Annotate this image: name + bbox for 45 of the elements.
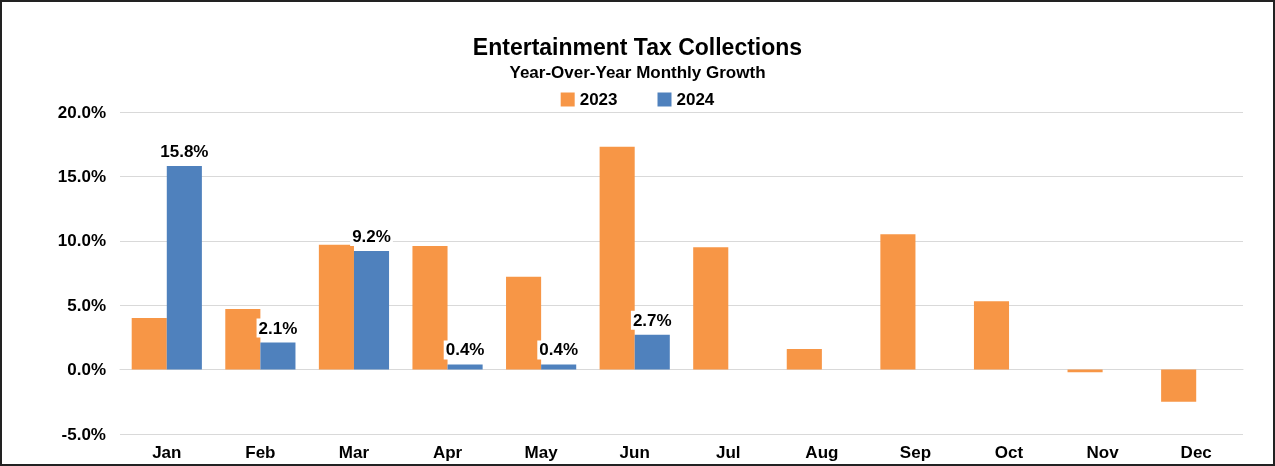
y-tick-label: 20.0%: [57, 102, 106, 122]
x-tick-label: Mar: [338, 443, 370, 462]
y-tick-label: 10.0%: [57, 231, 106, 251]
chart-title: Entertainment Tax Collections: [472, 33, 803, 60]
x-tick-label: Oct: [994, 443, 1024, 462]
bar: [131, 318, 167, 370]
legend-label: 2024: [676, 90, 715, 109]
data-label: 2.7%: [632, 310, 672, 330]
bar: [353, 251, 390, 370]
data-label: 2.1%: [258, 318, 298, 338]
bar: [880, 234, 916, 370]
y-tick-label: 0.0%: [67, 360, 106, 380]
chart-subtitle: Year-Over-Year Monthly Growth: [509, 63, 766, 82]
data-label: 9.2%: [352, 227, 391, 247]
x-tick-label: Jul: [716, 443, 741, 462]
bar: [506, 276, 542, 370]
x-tick-label: Feb: [245, 443, 276, 462]
x-tick-label: May: [524, 443, 559, 462]
x-tick-label: Apr: [432, 443, 463, 462]
x-tick-label: Jun: [619, 443, 650, 462]
bar: [973, 301, 1010, 370]
legend-label: 2023: [579, 90, 618, 109]
x-tick-label: Aug: [805, 443, 839, 462]
bar: [1161, 369, 1197, 402]
y-tick-label: 5.0%: [67, 295, 106, 315]
x-tick-label: Nov: [1086, 443, 1120, 462]
bar: [599, 146, 635, 370]
y-tick-label: -5.0%: [61, 424, 106, 444]
x-tick-label: Sep: [899, 443, 932, 462]
x-tick-label: Dec: [1180, 443, 1212, 462]
bar: [447, 364, 483, 370]
bar: [260, 342, 296, 370]
bar: [318, 244, 354, 370]
bar: [225, 309, 261, 370]
bar: [786, 348, 822, 370]
bar: [541, 364, 577, 370]
x-tick-label: Jan: [152, 443, 182, 462]
bar: [166, 166, 202, 370]
bar: [693, 247, 729, 370]
y-tick-label: 15.0%: [57, 166, 106, 186]
data-label: 0.4%: [445, 340, 485, 360]
data-label: 0.4%: [539, 340, 579, 360]
data-label: 15.8%: [160, 142, 209, 162]
bar: [412, 245, 448, 370]
bar: [634, 334, 670, 370]
